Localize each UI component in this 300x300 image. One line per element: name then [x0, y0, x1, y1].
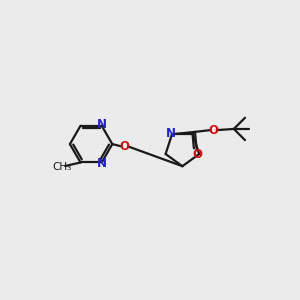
Text: O: O [208, 124, 218, 136]
Text: N: N [166, 127, 176, 140]
Text: N: N [97, 157, 107, 170]
Text: O: O [192, 148, 202, 161]
Text: O: O [120, 140, 130, 153]
Text: N: N [97, 118, 107, 131]
Text: CH₃: CH₃ [52, 162, 71, 172]
